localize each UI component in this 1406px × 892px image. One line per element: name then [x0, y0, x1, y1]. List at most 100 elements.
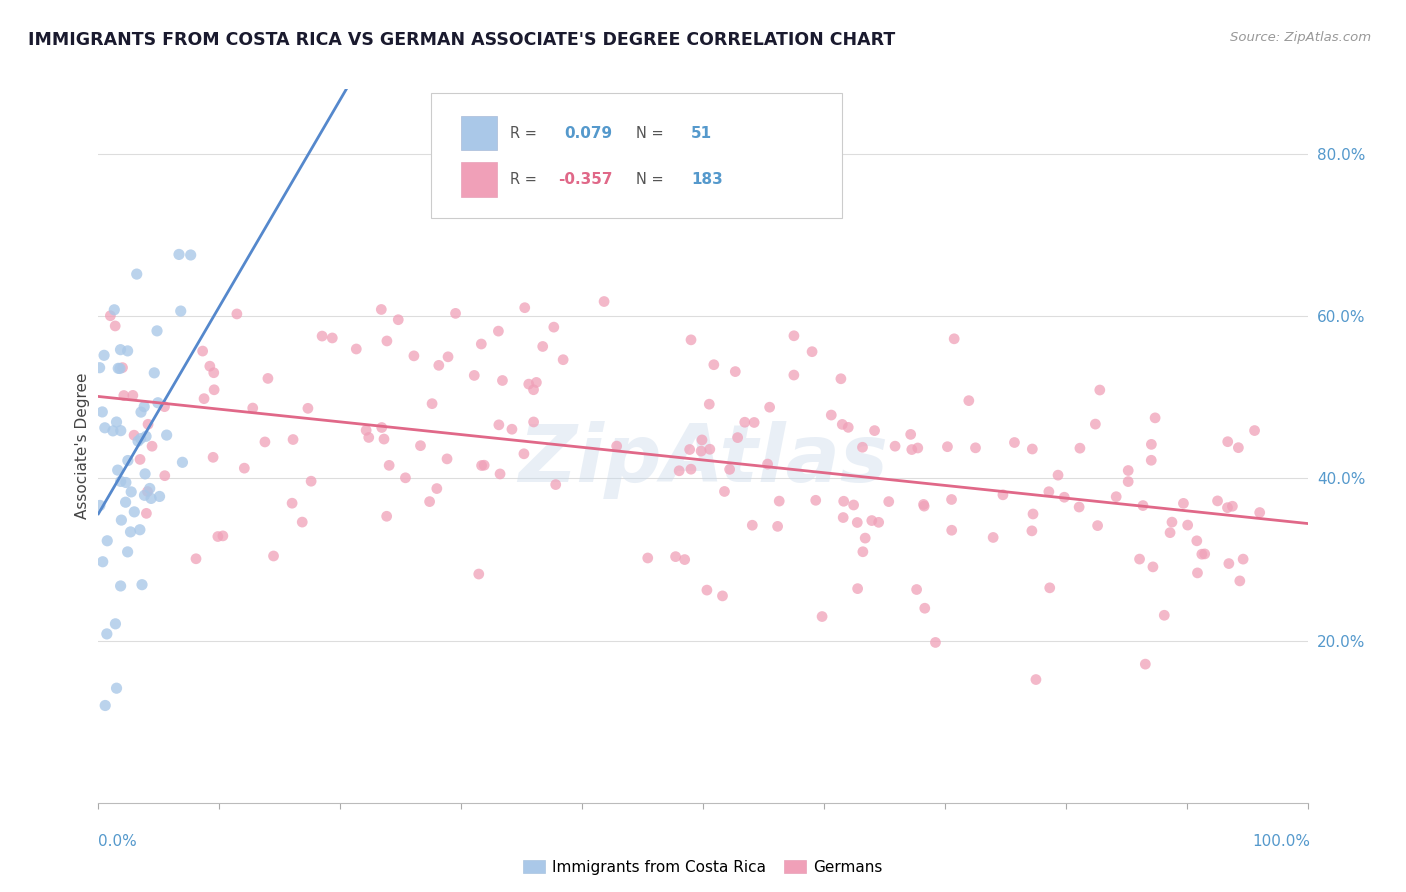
Point [117, 343, 139, 358]
Point [501, 422, 523, 436]
Point [851, 440, 873, 454]
Point [544, 477, 567, 491]
Point [436, 451, 458, 466]
Point [257, 371, 280, 385]
Point [1218, 557, 1240, 571]
Point [202, 383, 225, 397]
Point [108, 361, 131, 376]
Point [233, 461, 256, 475]
Point [877, 494, 900, 508]
Point [1047, 468, 1070, 483]
Point [1132, 499, 1154, 513]
Point [1206, 494, 1229, 508]
Point [1084, 417, 1107, 431]
Point [129, 432, 152, 446]
Point [1173, 496, 1195, 510]
Point [94, 698, 117, 713]
Point [344, 342, 367, 356]
Point [1142, 560, 1164, 574]
Point [193, 392, 215, 406]
Point [427, 359, 450, 373]
Legend: Immigrants from Costa Rica, Germans: Immigrants from Costa Rica, Germans [517, 854, 889, 880]
Point [673, 552, 696, 566]
Point [664, 549, 686, 564]
Point [122, 428, 145, 442]
Point [905, 582, 928, 597]
Point [901, 442, 924, 457]
Point [1144, 410, 1167, 425]
Point [121, 388, 143, 402]
Point [489, 467, 512, 481]
Point [543, 320, 565, 334]
Point [91, 555, 114, 569]
Point [679, 462, 702, 476]
Point [117, 545, 139, 559]
Point [134, 467, 156, 481]
Point [394, 471, 416, 485]
Point [1022, 507, 1045, 521]
Text: R =: R = [509, 172, 541, 187]
Point [766, 519, 789, 533]
Point [321, 331, 343, 345]
Text: 0.0%: 0.0% [98, 834, 138, 848]
Point [120, 484, 142, 499]
Point [110, 475, 132, 489]
Point [768, 494, 790, 508]
Point [1038, 484, 1060, 499]
Point [1039, 581, 1062, 595]
Point [131, 577, 153, 591]
Point [115, 475, 138, 490]
Point [125, 267, 148, 281]
Point [138, 482, 160, 496]
Point [370, 302, 392, 317]
Point [1140, 437, 1163, 451]
Point [900, 427, 922, 442]
Point [180, 248, 202, 262]
Bar [461, 116, 498, 150]
Point [941, 523, 963, 537]
Point [1116, 475, 1139, 489]
Point [101, 424, 124, 438]
Point [734, 415, 756, 429]
Point [936, 440, 959, 454]
Text: IMMIGRANTS FROM COSTA RICA VS GERMAN ASSOCIATE'S DEGREE CORRELATION CHART: IMMIGRANTS FROM COSTA RICA VS GERMAN ASS… [28, 31, 896, 49]
Point [100, 309, 122, 323]
Point [1004, 435, 1026, 450]
Point [801, 344, 824, 359]
Point [868, 516, 890, 530]
Point [711, 589, 734, 603]
Point [387, 312, 409, 326]
Point [523, 415, 546, 429]
Point [513, 301, 536, 315]
Point [884, 439, 907, 453]
Point [1194, 547, 1216, 561]
Point [491, 374, 513, 388]
Point [727, 431, 749, 445]
Point [1069, 441, 1091, 455]
Point [1161, 515, 1184, 529]
Text: 183: 183 [690, 172, 723, 187]
Point [378, 458, 401, 473]
Point [253, 434, 276, 449]
Point [907, 441, 929, 455]
Point [153, 400, 176, 414]
Point [470, 337, 492, 351]
Point [981, 531, 1004, 545]
Point [207, 529, 229, 543]
Point [804, 493, 827, 508]
Point [172, 455, 194, 469]
Point [167, 247, 190, 261]
Point [291, 515, 314, 529]
Point [1216, 434, 1239, 449]
Point [1229, 574, 1251, 588]
Point [863, 424, 886, 438]
Point [225, 307, 247, 321]
Point [156, 428, 179, 442]
Point [1087, 518, 1109, 533]
Point [668, 464, 690, 478]
FancyBboxPatch shape [432, 93, 842, 218]
Point [837, 420, 859, 434]
Point [912, 498, 935, 512]
Point [1185, 533, 1208, 548]
Point [444, 306, 467, 320]
